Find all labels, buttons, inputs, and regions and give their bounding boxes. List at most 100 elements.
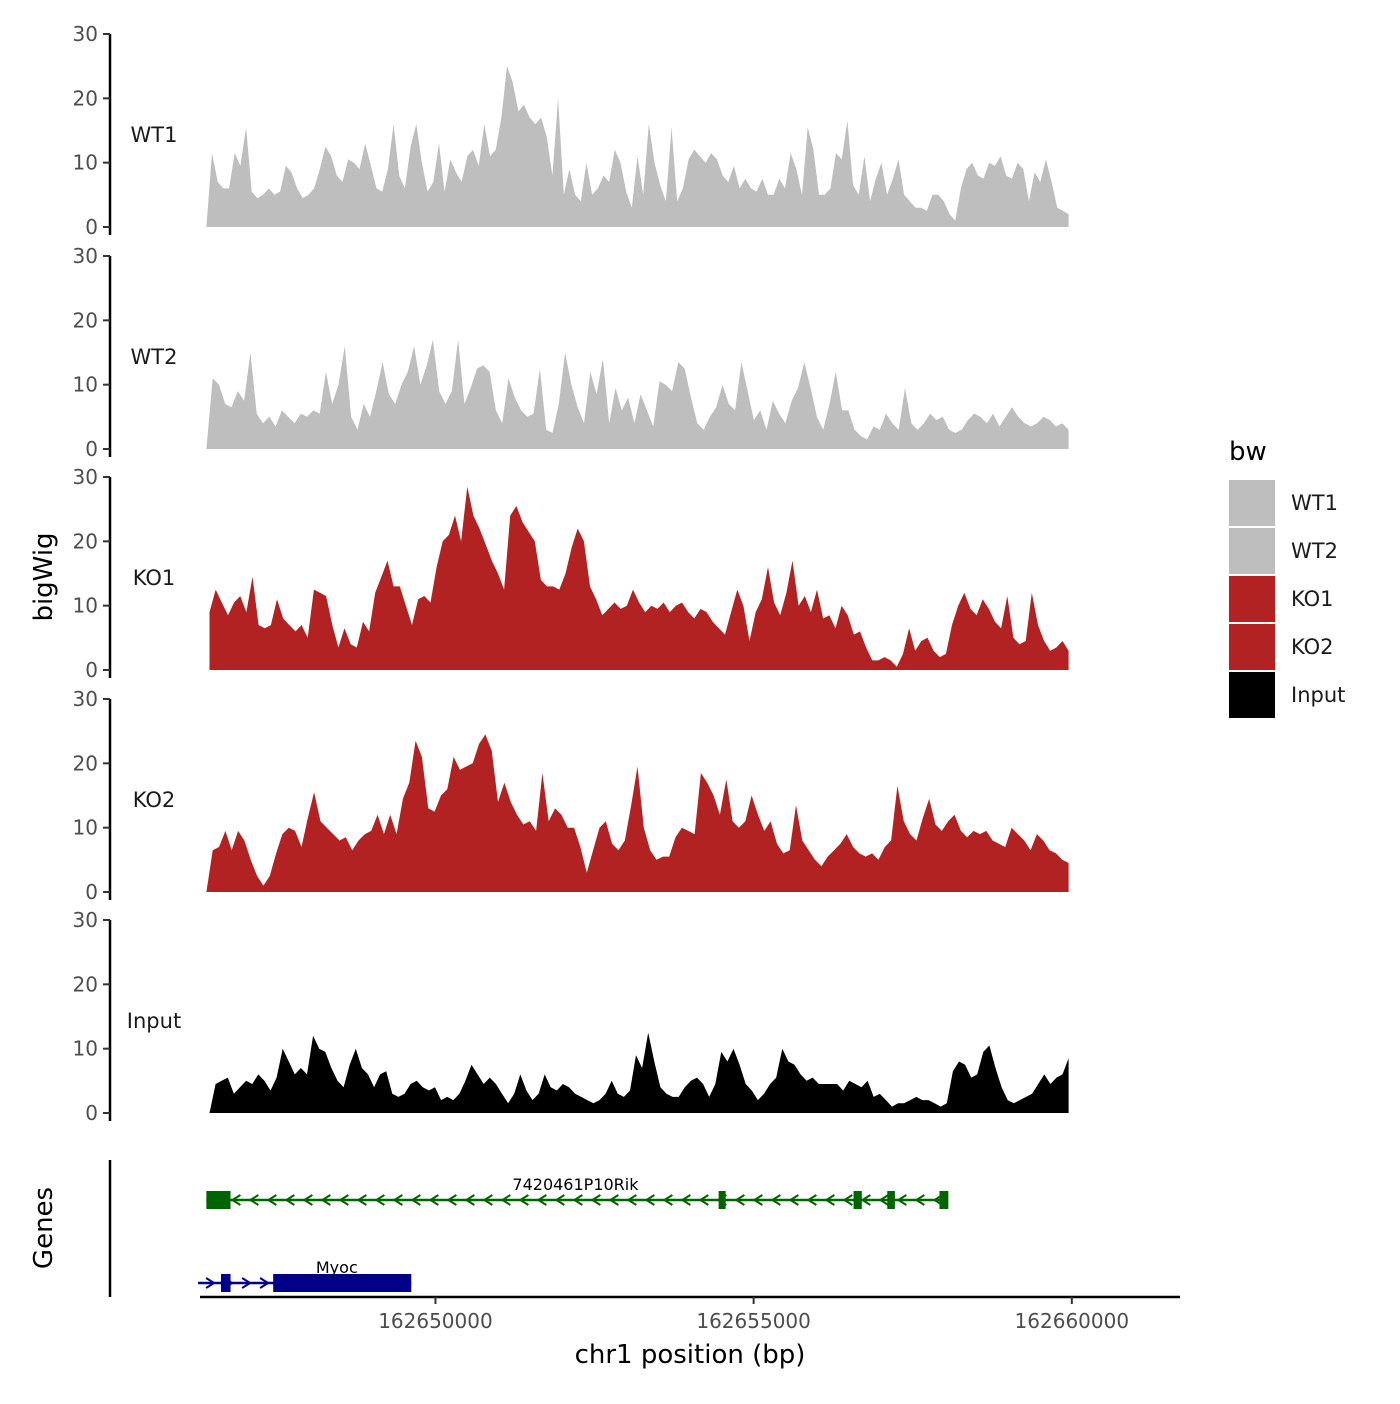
- legend-item-wt1: WT1: [1229, 480, 1338, 526]
- y-tick-label: 20: [73, 308, 98, 332]
- strand-arrow: [259, 1277, 270, 1289]
- gene-exon: [853, 1191, 862, 1209]
- gene-exon: [206, 1191, 231, 1209]
- strand-arrow: [302, 1194, 313, 1206]
- strand-arrow: [752, 1194, 763, 1206]
- track-input: 0 10 20 30 Input: [73, 908, 1069, 1125]
- track-label: KO2: [133, 788, 176, 812]
- x-tick-label: 162655000: [696, 1309, 811, 1333]
- strand-arrow: [770, 1194, 781, 1206]
- y-tick-label: 30: [73, 22, 98, 46]
- y-tick-label: 10: [73, 151, 98, 175]
- gene-name-label: 7420461P10Rik: [512, 1175, 639, 1194]
- area-input: [209, 1032, 1069, 1113]
- track-wt2: 0 10 20 30 WT2: [73, 244, 1069, 461]
- legend-item-wt2: WT2: [1229, 528, 1338, 574]
- x-tick-label: 162660000: [1015, 1309, 1130, 1333]
- y-tick-label: 10: [73, 373, 98, 397]
- y-tick-label: 20: [73, 972, 98, 996]
- strand-arrow: [356, 1194, 367, 1206]
- legend-swatch: [1229, 624, 1275, 670]
- y-tick-label: 30: [73, 687, 98, 711]
- strand-arrow: [536, 1194, 547, 1206]
- y-tick-label: 0: [85, 215, 98, 239]
- strand-arrow: [590, 1194, 601, 1206]
- legend-swatch: [1229, 480, 1275, 526]
- strand-arrow: [644, 1194, 655, 1206]
- strand-arrow: [205, 1277, 216, 1289]
- track-ko1: 0 10 20 30 KO1: [73, 465, 1069, 682]
- y-tick-label: 0: [85, 1101, 98, 1125]
- strand-arrow: [698, 1194, 709, 1206]
- strand-arrow: [284, 1194, 295, 1206]
- legend-item-input: Input: [1229, 672, 1345, 718]
- strand-arrow: [482, 1194, 493, 1206]
- y-tick-label: 30: [73, 908, 98, 932]
- legend-swatch: [1229, 576, 1275, 622]
- y-tick-label: 30: [73, 465, 98, 489]
- gene-7420461p10rik: 7420461P10Rik: [206, 1175, 949, 1209]
- area-ko1: [209, 486, 1069, 670]
- y-tick-label: 20: [73, 751, 98, 775]
- track-ko2: 0 10 20 30 KO2: [73, 687, 1069, 904]
- legend-label: KO2: [1291, 635, 1334, 659]
- strand-arrow: [608, 1194, 619, 1206]
- area-wt1: [206, 66, 1069, 227]
- y-tick-label: 30: [73, 244, 98, 268]
- y-tick-label: 10: [73, 594, 98, 618]
- legend-label: WT2: [1291, 539, 1338, 563]
- strand-arrow: [806, 1194, 817, 1206]
- legend-label: WT1: [1291, 491, 1338, 515]
- strand-arrow: [500, 1194, 511, 1206]
- x-axis-title: chr1 position (bp): [575, 1340, 806, 1370]
- gene-exon: [718, 1191, 726, 1209]
- strand-arrow: [680, 1194, 691, 1206]
- strand-arrow: [518, 1194, 529, 1206]
- area-ko2: [206, 734, 1069, 892]
- strand-arrow: [734, 1194, 745, 1206]
- strand-arrow: [788, 1194, 799, 1206]
- gene-exon: [939, 1191, 949, 1209]
- strand-arrow: [554, 1194, 565, 1206]
- strand-arrow: [842, 1194, 853, 1206]
- legend-title: bw: [1229, 437, 1267, 467]
- strand-arrow: [428, 1194, 439, 1206]
- track-label: KO1: [133, 566, 176, 590]
- strand-arrow: [464, 1194, 475, 1206]
- y-tick-label: 0: [85, 880, 98, 904]
- gene-exon: [221, 1274, 231, 1292]
- y-axis-title: bigWig: [29, 532, 59, 621]
- y-tick-label: 10: [73, 816, 98, 840]
- track-label: WT1: [131, 123, 178, 147]
- strand-arrow: [374, 1194, 385, 1206]
- legend: bw WT1 WT2 KO1 KO2 Input: [1229, 437, 1345, 718]
- legend-swatch: [1229, 528, 1275, 574]
- gene-exon: [887, 1191, 895, 1209]
- strand-arrow: [266, 1194, 277, 1206]
- y-tick-label: 0: [85, 437, 98, 461]
- area-wt2: [206, 339, 1069, 449]
- strand-arrow: [338, 1194, 349, 1206]
- strand-arrow: [248, 1194, 259, 1206]
- strand-arrow: [896, 1194, 907, 1206]
- track-wt1: 0 10 20 30 WT1: [73, 22, 1069, 239]
- strand-arrow: [230, 1194, 241, 1206]
- strand-arrow: [572, 1194, 583, 1206]
- strand-arrow: [392, 1194, 403, 1206]
- gene-myoc: Myoc: [198, 1258, 412, 1292]
- strand-arrow: [824, 1194, 835, 1206]
- genes-axis-title: Genes: [29, 1187, 59, 1269]
- strand-arrow: [878, 1194, 889, 1206]
- legend-label: Input: [1291, 683, 1345, 707]
- strand-arrow: [626, 1194, 637, 1206]
- legend-label: KO1: [1291, 587, 1334, 611]
- strand-arrow: [860, 1194, 871, 1206]
- strand-arrow: [914, 1194, 925, 1206]
- y-tick-label: 20: [73, 529, 98, 553]
- signal-tracks: 0 10 20 30 WT1 0 10 20 30 WT2 0 10 20 30 KO1 0 10 20 30 KO2…: [73, 22, 1069, 1125]
- strand-arrow: [320, 1194, 331, 1206]
- track-label: Input: [127, 1009, 181, 1033]
- track-label: WT2: [131, 345, 178, 369]
